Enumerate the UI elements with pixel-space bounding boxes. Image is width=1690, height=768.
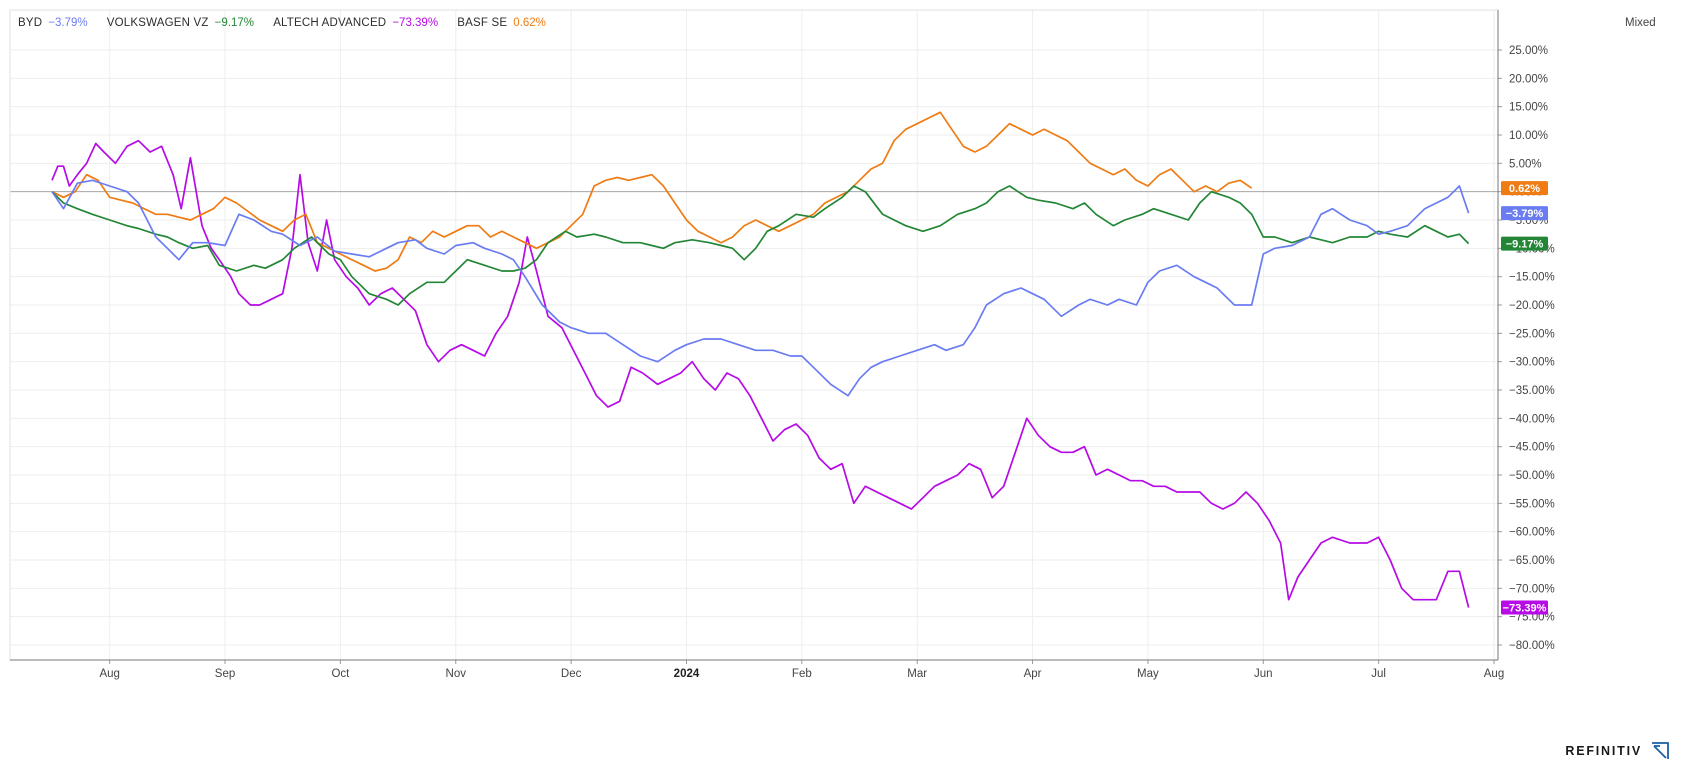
y-tick-label: −65.00% — [1509, 555, 1555, 567]
legend-item-altech-advanced[interactable]: ALTECH ADVANCED −73.39% — [273, 17, 441, 29]
last-value-label: −9.17% — [1506, 239, 1544, 251]
last-value-marker: −73.39% — [1501, 600, 1548, 615]
legend-change: −9.17% — [214, 17, 254, 29]
legend-name: VOLKSWAGEN VZ — [106, 17, 209, 29]
x-tick-label: Mar — [907, 668, 927, 680]
x-tick-label: 2024 — [674, 668, 700, 680]
legend-change: 0.62% — [513, 17, 546, 29]
last-value-marker: 0.62% — [1501, 181, 1548, 196]
y-tick-label: −15.00% — [1509, 272, 1555, 284]
x-tick-label: Jul — [1371, 668, 1386, 680]
x-axis[interactable]: Aug Sep Oct Nov Dec 2024 Feb Mar Apr May Jun Jul Aug — [10, 659, 1504, 680]
y-axis[interactable]: 25.00%20.00%15.00%10.00%5.00%0.00%−5.00%… — [1497, 10, 1555, 660]
y-tick-label: −40.00% — [1509, 413, 1555, 425]
series-line-byd[interactable] — [51, 179, 1470, 397]
series-layer — [51, 111, 1470, 608]
last-value-label: 0.62% — [1509, 183, 1540, 195]
legend-change: −73.39% — [392, 17, 439, 29]
series-line-volkswagen-vz[interactable] — [51, 185, 1470, 306]
y-tick-label: −50.00% — [1509, 470, 1555, 482]
last-value-marker: −3.79% — [1501, 206, 1548, 221]
x-tick-label: Oct — [331, 668, 350, 680]
y-tick-label: −25.00% — [1509, 328, 1555, 340]
y-tick-label: −30.00% — [1509, 357, 1555, 369]
x-tick-label: Apr — [1024, 668, 1042, 680]
legend-name: BYD — [18, 17, 43, 29]
chart-grid — [10, 10, 1498, 660]
brand-name: REFINITIV — [1565, 744, 1642, 758]
legend-item-basf-se[interactable]: BASF SE 0.62% — [457, 17, 546, 29]
x-tick-label: May — [1137, 668, 1159, 680]
legend-name: ALTECH ADVANCED — [273, 17, 387, 29]
y-tick-label: −55.00% — [1509, 498, 1555, 510]
y-tick-label: 25.00% — [1509, 45, 1548, 57]
y-tick-label: −35.00% — [1509, 385, 1555, 397]
y-tick-label: 15.00% — [1509, 102, 1548, 114]
last-value-markers: −3.79% −9.17% −73.39% 0.62% — [1501, 181, 1548, 615]
y-tick-label: 5.00% — [1509, 158, 1542, 170]
x-tick-label: Nov — [446, 668, 467, 680]
y-tick-label: 20.00% — [1509, 73, 1548, 85]
series-line-altech-advanced[interactable] — [51, 139, 1470, 608]
x-tick-label: Feb — [792, 668, 812, 680]
last-value-marker: −9.17% — [1501, 236, 1548, 251]
x-tick-label: Dec — [561, 668, 582, 680]
last-value-label: −3.79% — [1506, 208, 1544, 220]
plot-frame — [9, 9, 1499, 661]
x-tick-label: Aug — [1484, 668, 1504, 680]
series-line-basf-se[interactable] — [51, 111, 1253, 272]
legend-item-byd[interactable]: BYD −3.79% — [18, 17, 91, 29]
x-tick-label: Jun — [1254, 668, 1273, 680]
legend-change: −3.79% — [48, 17, 88, 29]
x-tick-label: Sep — [215, 668, 235, 680]
legend-item-volkswagen-vz[interactable]: VOLKSWAGEN VZ −9.17% — [107, 17, 257, 29]
y-tick-label: 10.00% — [1509, 130, 1548, 142]
legend: BYD −3.79% VOLKSWAGEN VZ −9.17% ALTECH ADV… — [18, 17, 562, 29]
y-tick-label: −60.00% — [1509, 527, 1555, 539]
y-tick-label: −75.00% — [1509, 612, 1555, 624]
brand: REFINITIV — [1565, 740, 1670, 762]
legend-name: BASF SE — [457, 17, 508, 29]
scale-mode-label[interactable]: Mixed — [1625, 17, 1656, 29]
y-tick-label: −45.00% — [1509, 442, 1555, 454]
x-tick-label: Aug — [99, 668, 119, 680]
y-tick-label: −20.00% — [1509, 300, 1555, 312]
y-tick-label: −70.00% — [1509, 583, 1555, 595]
refinitiv-logo-icon — [1652, 742, 1669, 759]
y-tick-label: −80.00% — [1509, 640, 1555, 652]
last-value-label: −73.39% — [1503, 603, 1547, 615]
